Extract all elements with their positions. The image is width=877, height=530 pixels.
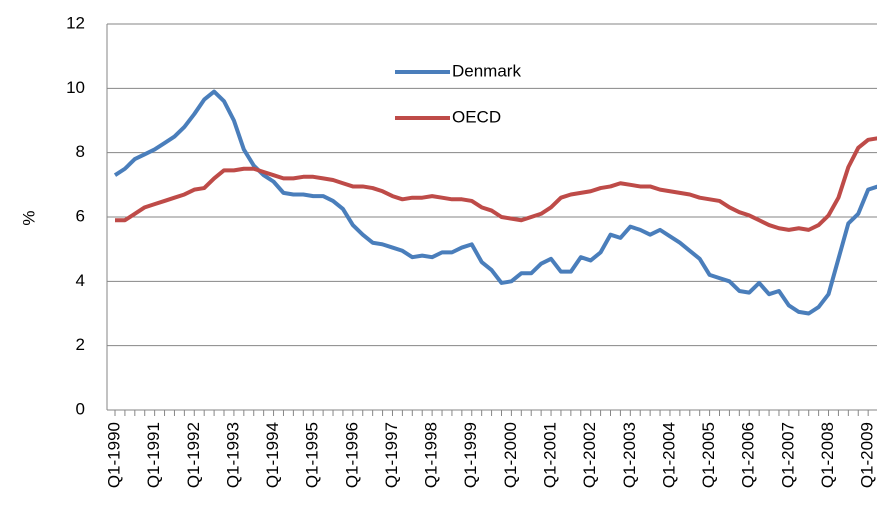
x-tick-label: Q1-1996 [342, 422, 361, 488]
x-tick-label: Q1-2002 [580, 422, 599, 488]
x-tick-label: Q1-1997 [382, 422, 401, 488]
y-tick-label: 4 [76, 271, 85, 290]
y-axis-label: % [19, 210, 38, 225]
legend-label: OECD [452, 107, 501, 126]
x-tick-label: Q1-1998 [422, 422, 441, 488]
x-tick-label: Q1-1990 [104, 422, 123, 488]
y-tick-label: 8 [76, 142, 85, 161]
x-tick-label: Q1-1993 [223, 422, 242, 488]
data-line [115, 136, 877, 232]
x-tick-label: Q1-2006 [739, 422, 758, 488]
x-tick-label: Q1-2003 [620, 422, 639, 488]
x-tick-label: Q1-2009 [858, 422, 877, 488]
x-tick-label: Q1-2005 [699, 422, 718, 488]
x-tick-label: Q1-2008 [818, 422, 837, 488]
x-tick-label: Q1-1995 [303, 422, 322, 488]
x-tick-label: Q1-1999 [461, 422, 480, 488]
y-tick-label: 10 [66, 78, 85, 97]
x-tick-label: Q1-1994 [263, 422, 282, 488]
y-tick-label: 6 [76, 206, 85, 225]
data-line [113, 89, 877, 316]
y-tick-label: 0 [76, 399, 85, 418]
x-tick-label: Q1-2004 [659, 422, 678, 488]
x-tick-label: Q1-1991 [144, 422, 163, 488]
legend-label: Denmark [452, 61, 521, 80]
y-tick-label: 2 [76, 335, 85, 354]
x-tick-label: Q1-2000 [501, 422, 520, 488]
y-tick-label: 12 [66, 13, 85, 32]
x-tick-label: Q1-2001 [541, 422, 560, 488]
x-tick-label: Q1-1992 [184, 422, 203, 488]
x-tick-label: Q1-2007 [778, 422, 797, 488]
